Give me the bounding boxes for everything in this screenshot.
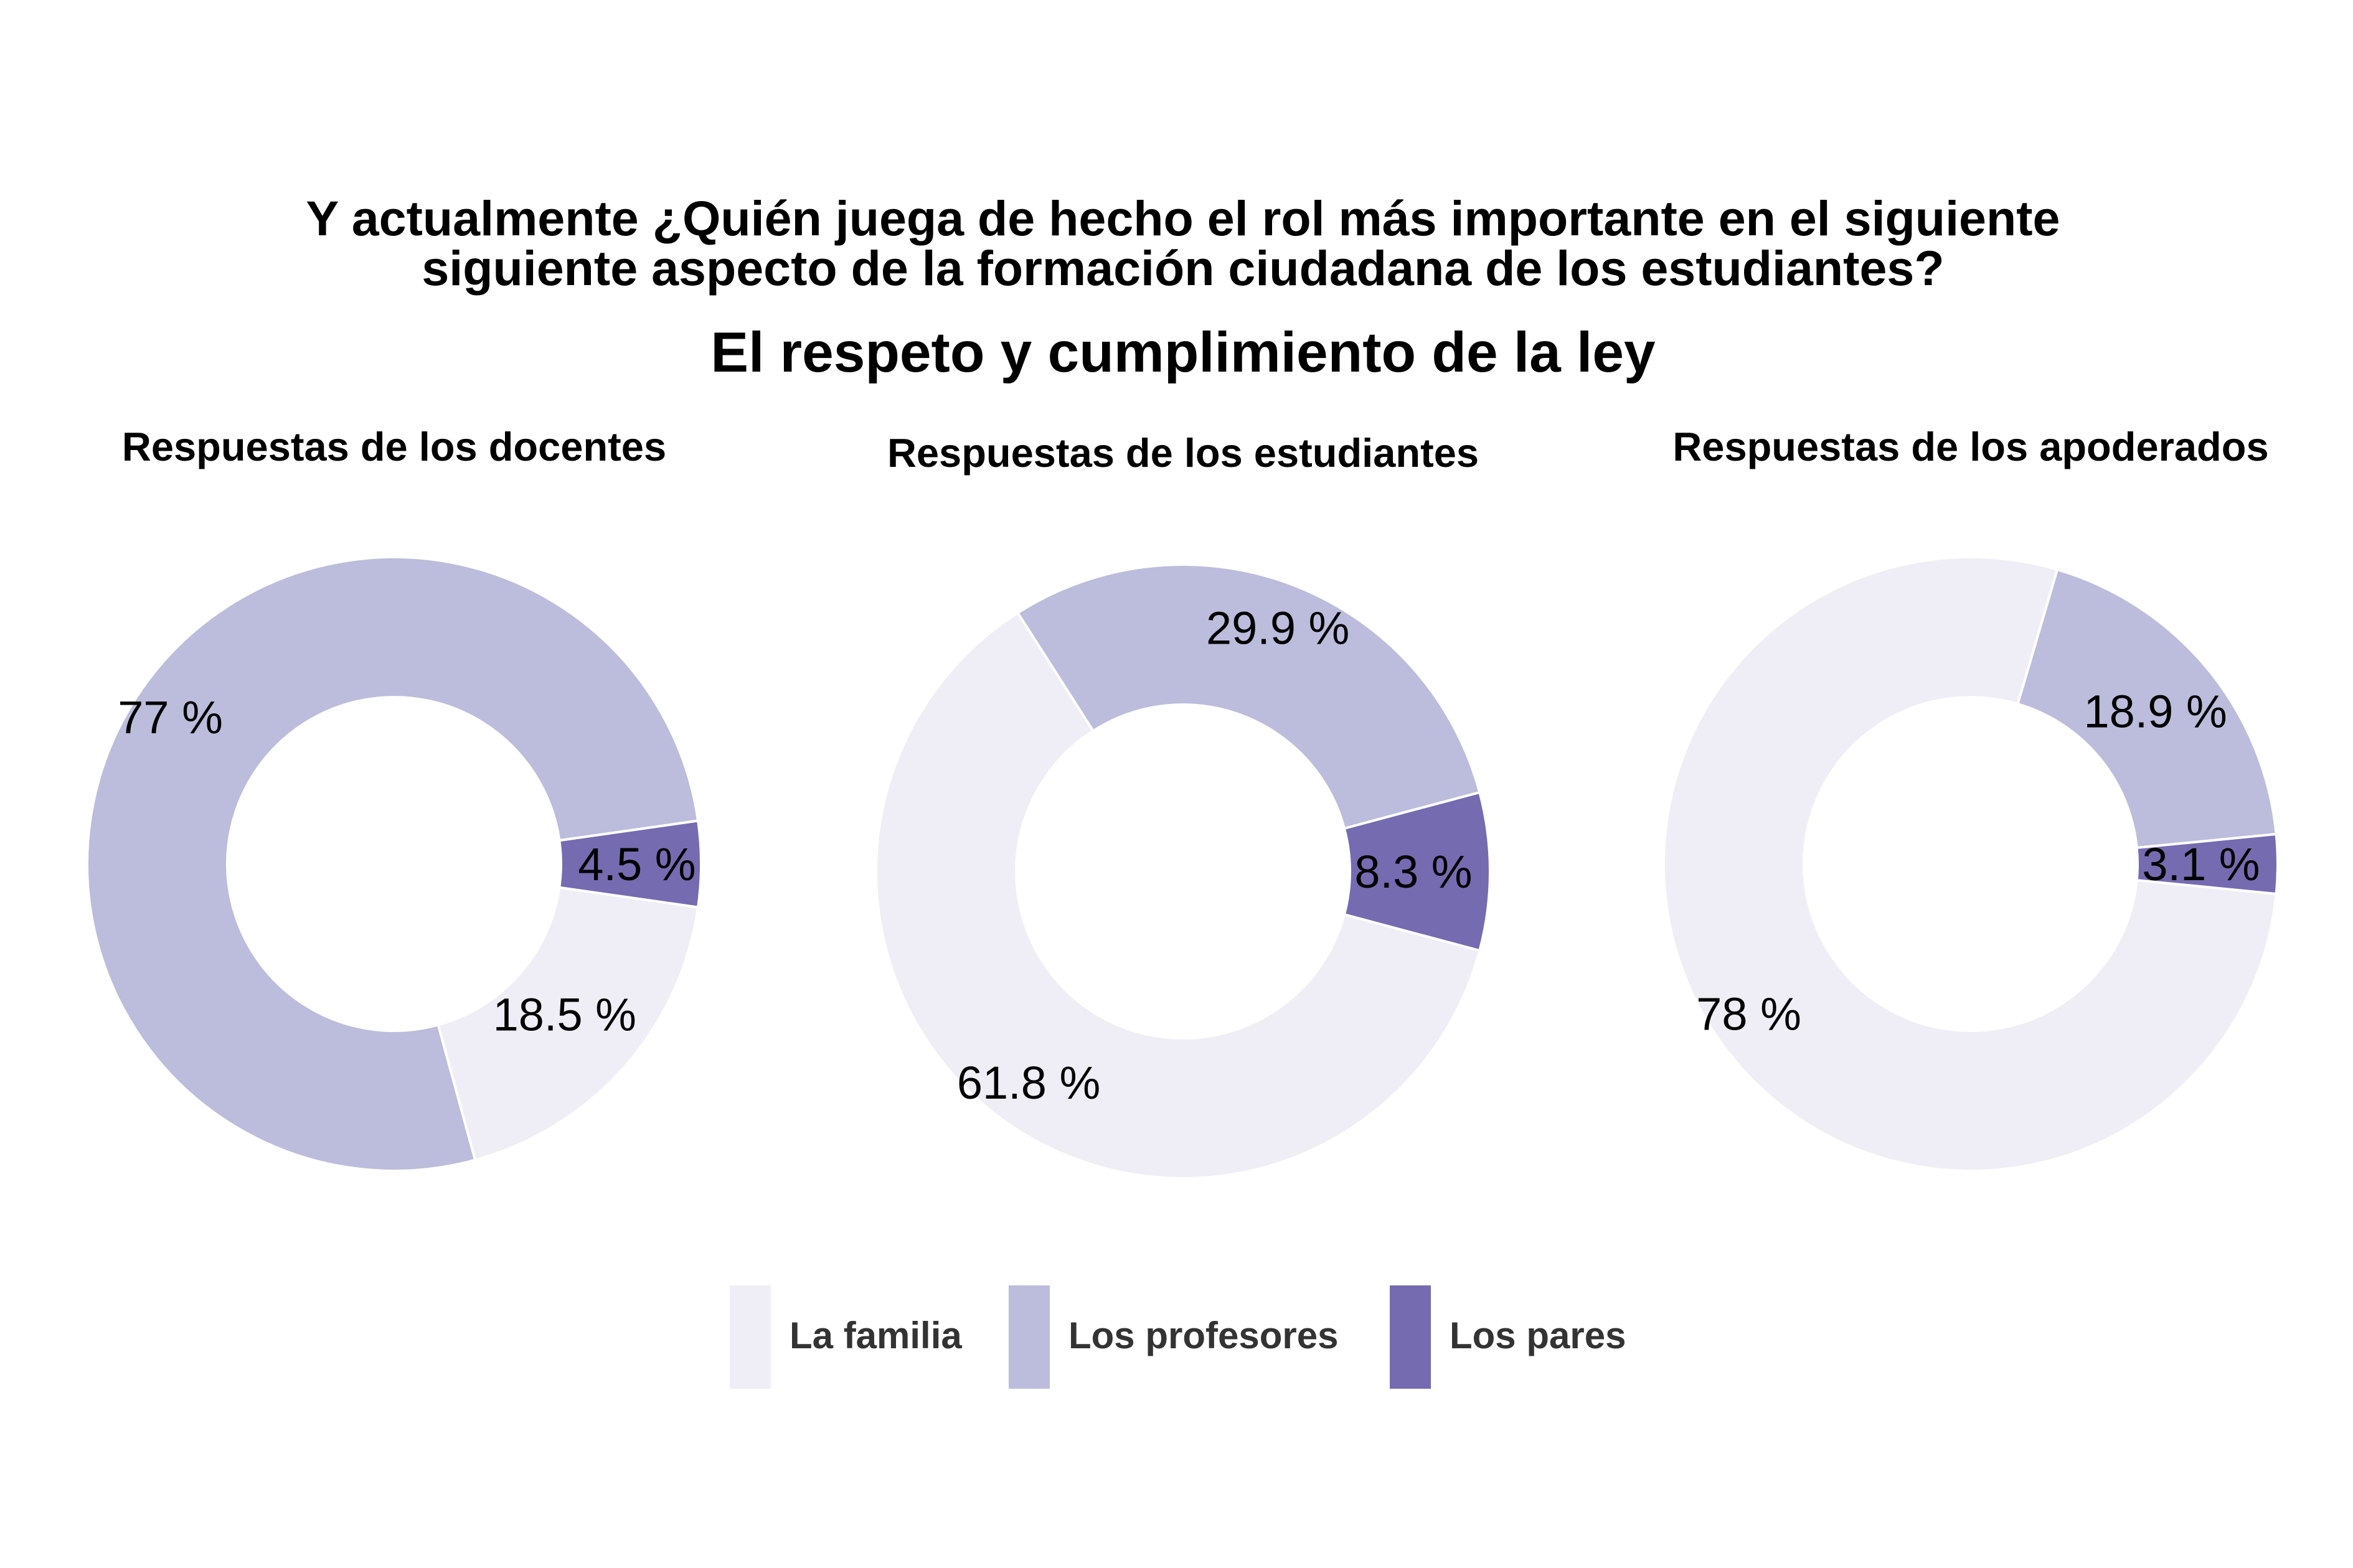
panel-title-docentes: Respuestas de los docentes — [122, 424, 666, 469]
panel-title-apoderados: Respuestas de los apoderados — [1672, 424, 2268, 469]
legend-swatch-la-familia — [730, 1285, 771, 1389]
slice-los-pares — [1342, 791, 1491, 952]
slice-label-los-profesores: 77 % — [118, 692, 223, 743]
legend-label-los-profesores: Los profesores — [1068, 1315, 1338, 1356]
legend: La familia Los profesores Los pares — [730, 1285, 1626, 1389]
slice-label-los-pares: 4.5 % — [578, 838, 696, 890]
chart-subtitle: El respeto y cumplimiento de la ley — [710, 321, 1656, 384]
slice-label-los-profesores: 18.9 % — [2083, 686, 2227, 738]
chart-title-line-2: siguiente aspecto de la formación ciudad… — [422, 240, 1944, 296]
chart-title-line-1: Y actualmente ¿Quién juega de hecho el r… — [306, 190, 2060, 246]
slice-los-profesores — [1016, 563, 1481, 830]
slice-los-profesores — [85, 556, 700, 1172]
slice-la-familia — [1662, 556, 2278, 1172]
slice-la-familia — [875, 611, 1481, 1180]
donut-apoderados: 78 % 18.9 % 3.1 % — [1662, 556, 2279, 1172]
legend-swatch-los-pares — [1390, 1285, 1431, 1389]
slice-label-los-profesores: 29.9 % — [1206, 603, 1349, 654]
slice-los-pares — [558, 819, 702, 909]
slice-la-familia — [436, 886, 700, 1162]
slice-label-la-familia: 18.5 % — [493, 988, 636, 1040]
panel-title-estudiantes: Respuestas de los estudiantes — [887, 430, 1479, 476]
legend-label-la-familia: La familia — [790, 1315, 962, 1356]
donut-estudiantes: 61.8 % 29.9 % 8.3 % — [875, 563, 1491, 1180]
legend-label-los-pares: Los pares — [1450, 1315, 1626, 1356]
slice-label-la-familia: 61.8 % — [957, 1057, 1100, 1109]
slice-label-los-pares: 3.1 % — [2142, 838, 2260, 890]
slice-label-la-familia: 78 % — [1696, 988, 1801, 1040]
slice-los-pares — [2135, 832, 2279, 896]
slice-label-los-pares: 8.3 % — [1354, 846, 1472, 898]
donut-docentes: 18.5 % 77 % 4.5 % — [85, 556, 702, 1172]
legend-swatch-los-profesores — [1009, 1285, 1050, 1389]
slice-los-profesores — [2016, 568, 2278, 850]
